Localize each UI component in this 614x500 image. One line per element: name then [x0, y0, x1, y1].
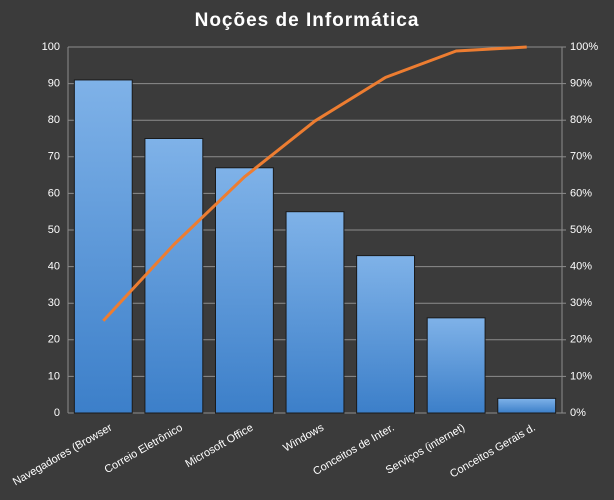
- y-tick-label: 60: [48, 187, 60, 199]
- bar: [426, 317, 486, 414]
- y2-tick-label: 100%: [570, 41, 598, 53]
- y2-tick-label: 70%: [570, 151, 592, 163]
- bar: [497, 397, 557, 414]
- y2-tick-label: 40%: [570, 261, 592, 273]
- cumulative-line: [102, 45, 527, 322]
- y-tick-label: 0: [54, 407, 60, 419]
- y2-tick-label: 90%: [570, 78, 592, 90]
- y-tick-label: 70: [48, 151, 60, 163]
- y2-tick-label: 0%: [570, 407, 586, 419]
- y-tick-label: 100: [42, 41, 60, 53]
- y2-tick-label: 50%: [570, 224, 592, 236]
- y-tick-label: 20: [48, 334, 60, 346]
- y-tick-label: 80: [48, 114, 60, 126]
- bar: [285, 211, 345, 414]
- bar: [356, 255, 416, 414]
- y2-tick-label: 60%: [570, 187, 592, 199]
- y2-tick-label: 10%: [570, 370, 592, 382]
- y-tick-label: 90: [48, 78, 60, 90]
- bar: [73, 79, 133, 414]
- bar: [144, 138, 204, 414]
- y-tick-label: 50: [48, 224, 60, 236]
- y2-tick-label: 80%: [570, 114, 592, 126]
- y-tick-label: 40: [48, 261, 60, 273]
- y-tick-label: 10: [48, 370, 60, 382]
- y-tick-label: 30: [48, 297, 60, 309]
- chart-title: Noções de Informática: [195, 10, 420, 31]
- bar: [214, 167, 274, 414]
- y2-tick-label: 30%: [570, 297, 592, 309]
- y2-tick-label: 20%: [570, 334, 592, 346]
